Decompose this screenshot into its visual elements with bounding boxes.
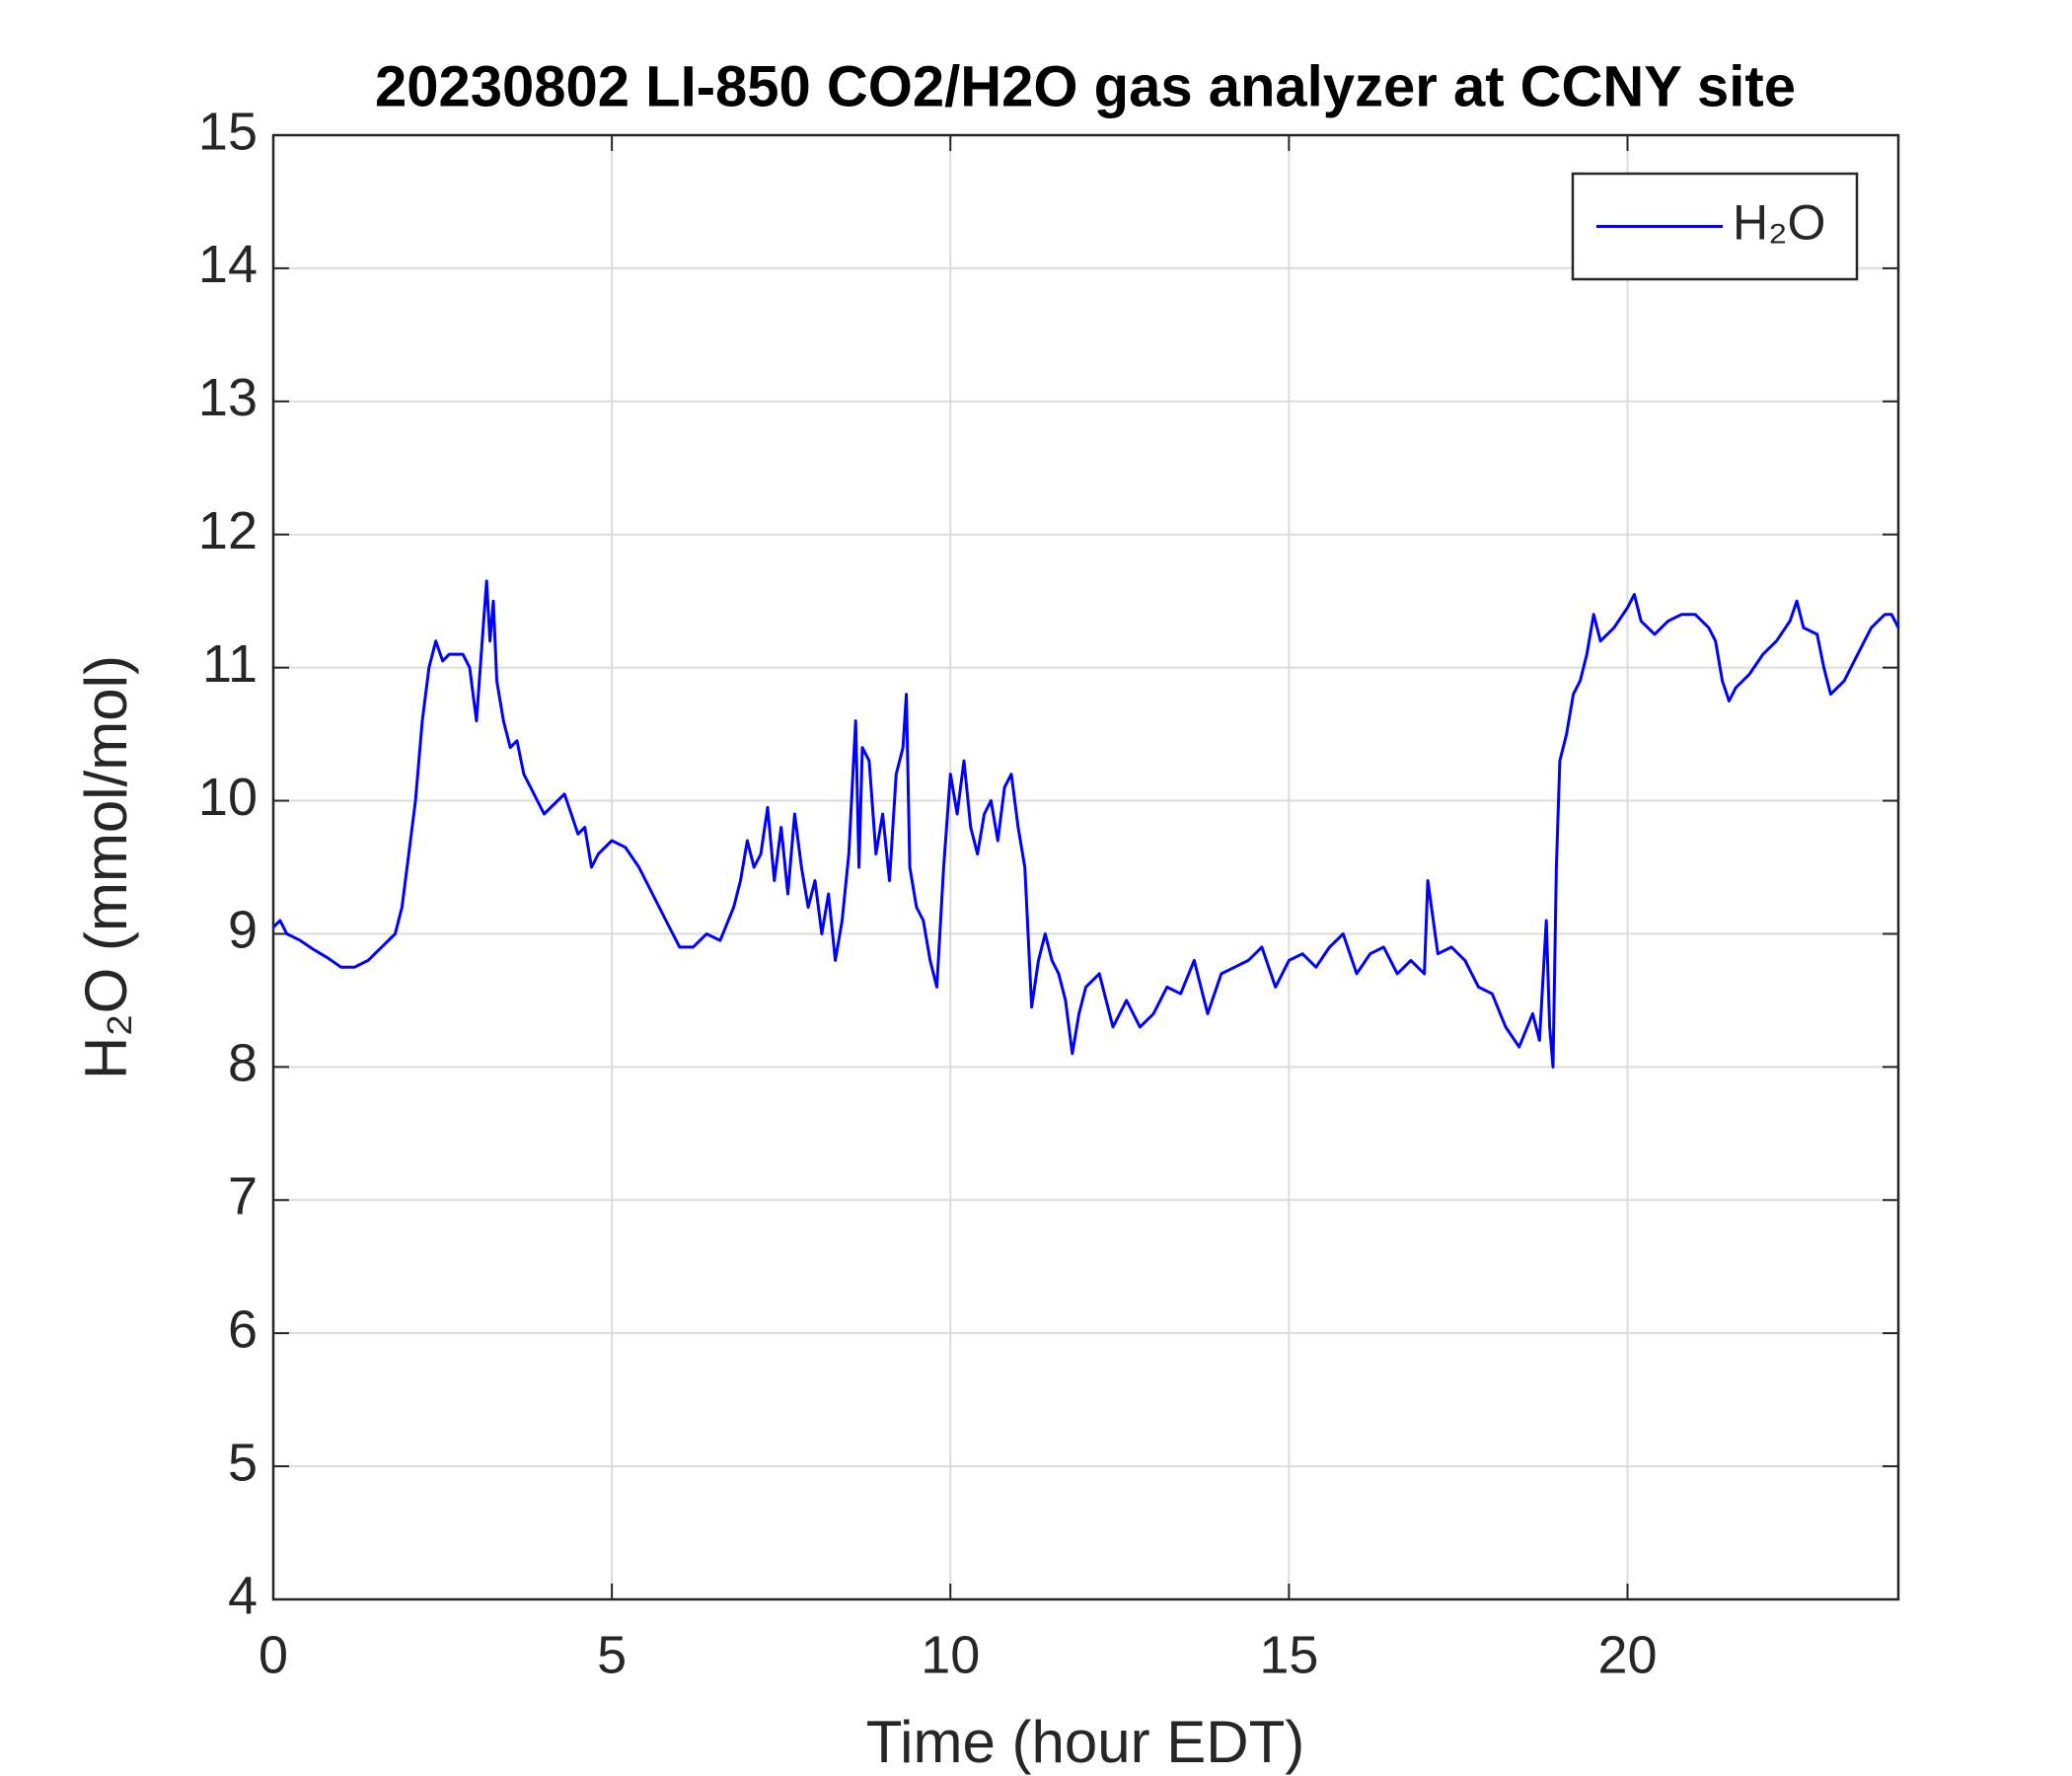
y-tick-label: 14	[198, 235, 258, 294]
x-tick-label: 0	[259, 1625, 288, 1684]
legend-label: H₂O	[1733, 195, 1825, 251]
y-tick-label: 7	[228, 1167, 258, 1226]
x-tick-label: 15	[1259, 1625, 1318, 1684]
y-tick-label: 4	[228, 1566, 258, 1625]
chart-title: 20230802 LI-850 CO2/H2O gas analyzer at …	[375, 54, 1796, 118]
x-tick-label: 20	[1597, 1625, 1657, 1684]
y-tick-label: 5	[228, 1433, 258, 1492]
y-tick-label: 6	[228, 1299, 258, 1359]
y-tick-label: 10	[198, 768, 258, 827]
x-tick-label: 10	[921, 1625, 980, 1684]
data-line	[271, 579, 1900, 1069]
y-tick-label: 15	[198, 102, 258, 161]
x-tick-label: 5	[597, 1625, 627, 1684]
y-tick-label: 11	[202, 634, 258, 694]
y-tick-label: 9	[228, 901, 258, 960]
y-tick-label: 8	[228, 1034, 258, 1093]
y-tick-label: 12	[198, 501, 258, 560]
y-tick-label: 13	[198, 368, 258, 427]
x-axis-label: Time (hour EDT)	[866, 1709, 1305, 1775]
y-axis-label: H₂O (mmol/mol)	[73, 655, 139, 1079]
plot-frame	[271, 133, 1900, 1601]
